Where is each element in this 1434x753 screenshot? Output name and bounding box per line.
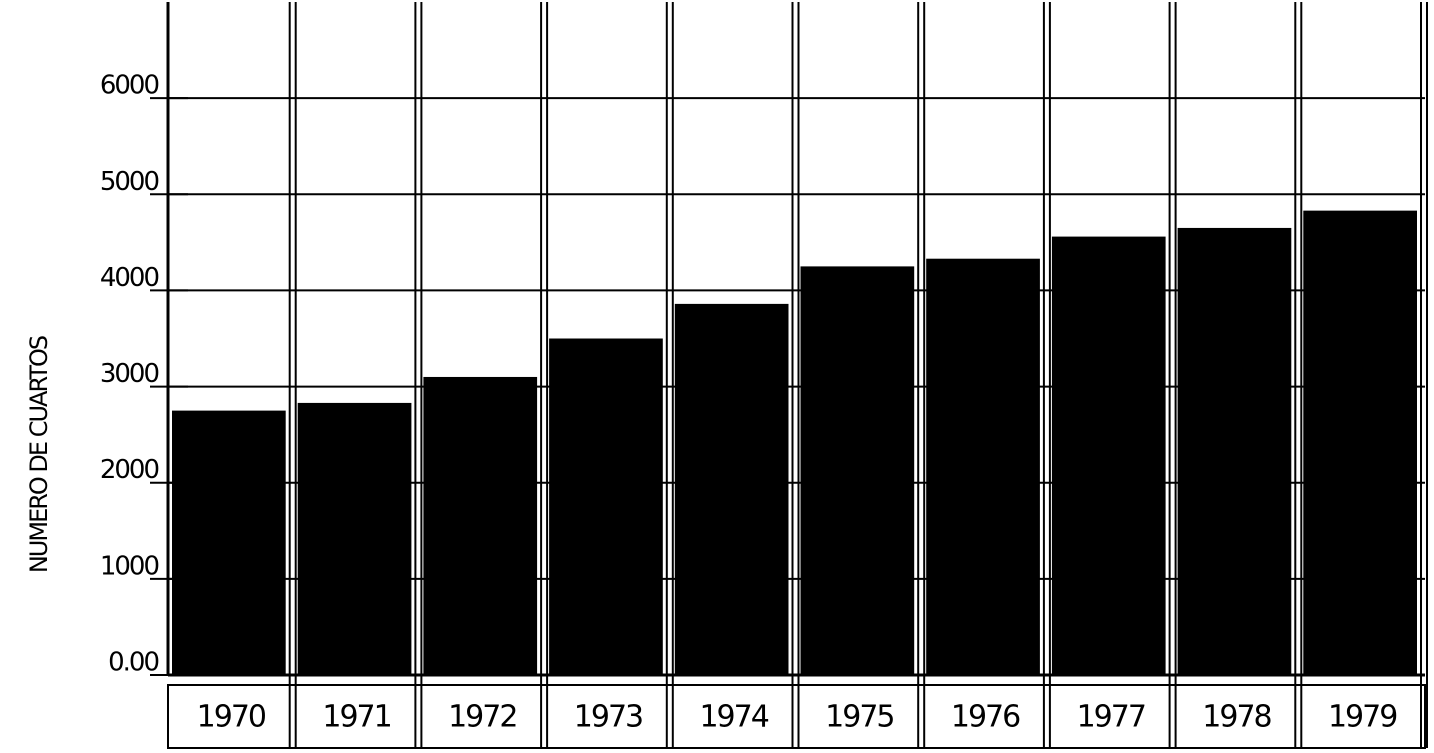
y-tick-label: 5000 xyxy=(100,167,159,197)
chart: NUMERO DE CUARTOS 0.00 1000 2000 3000 4000 50… xyxy=(0,0,1434,753)
y-tick-label: 0.00 xyxy=(108,648,158,678)
bar xyxy=(1178,228,1292,675)
bar xyxy=(801,266,915,675)
bar xyxy=(1303,211,1417,675)
bar xyxy=(1052,237,1166,675)
y-tick-label: 6000 xyxy=(100,71,159,101)
bar xyxy=(172,411,286,675)
bar xyxy=(423,377,537,675)
x-tick-label: 1979 xyxy=(1328,700,1396,735)
y-tick-label: 4000 xyxy=(100,263,159,293)
bar xyxy=(549,339,663,676)
x-tick-label: 1974 xyxy=(699,700,768,735)
x-tick-label: 1976 xyxy=(951,700,1020,735)
bar xyxy=(675,304,789,675)
x-tick-label: 1977 xyxy=(1077,700,1145,735)
y-tick-label: 1000 xyxy=(100,551,159,581)
bar xyxy=(298,403,412,675)
x-tick-label: 1978 xyxy=(1202,700,1271,735)
bar xyxy=(926,259,1040,675)
y-tick-label: 2000 xyxy=(100,455,159,485)
x-tick-label: 1972 xyxy=(448,700,516,735)
x-tick-label: 1975 xyxy=(825,700,893,735)
x-tick-label: 1973 xyxy=(574,700,642,735)
x-tick-label: 1971 xyxy=(322,700,390,735)
y-tick-label: 3000 xyxy=(100,359,159,389)
x-tick-label: 1970 xyxy=(197,700,266,735)
y-axis-label: NUMERO DE CUARTOS xyxy=(25,336,53,573)
